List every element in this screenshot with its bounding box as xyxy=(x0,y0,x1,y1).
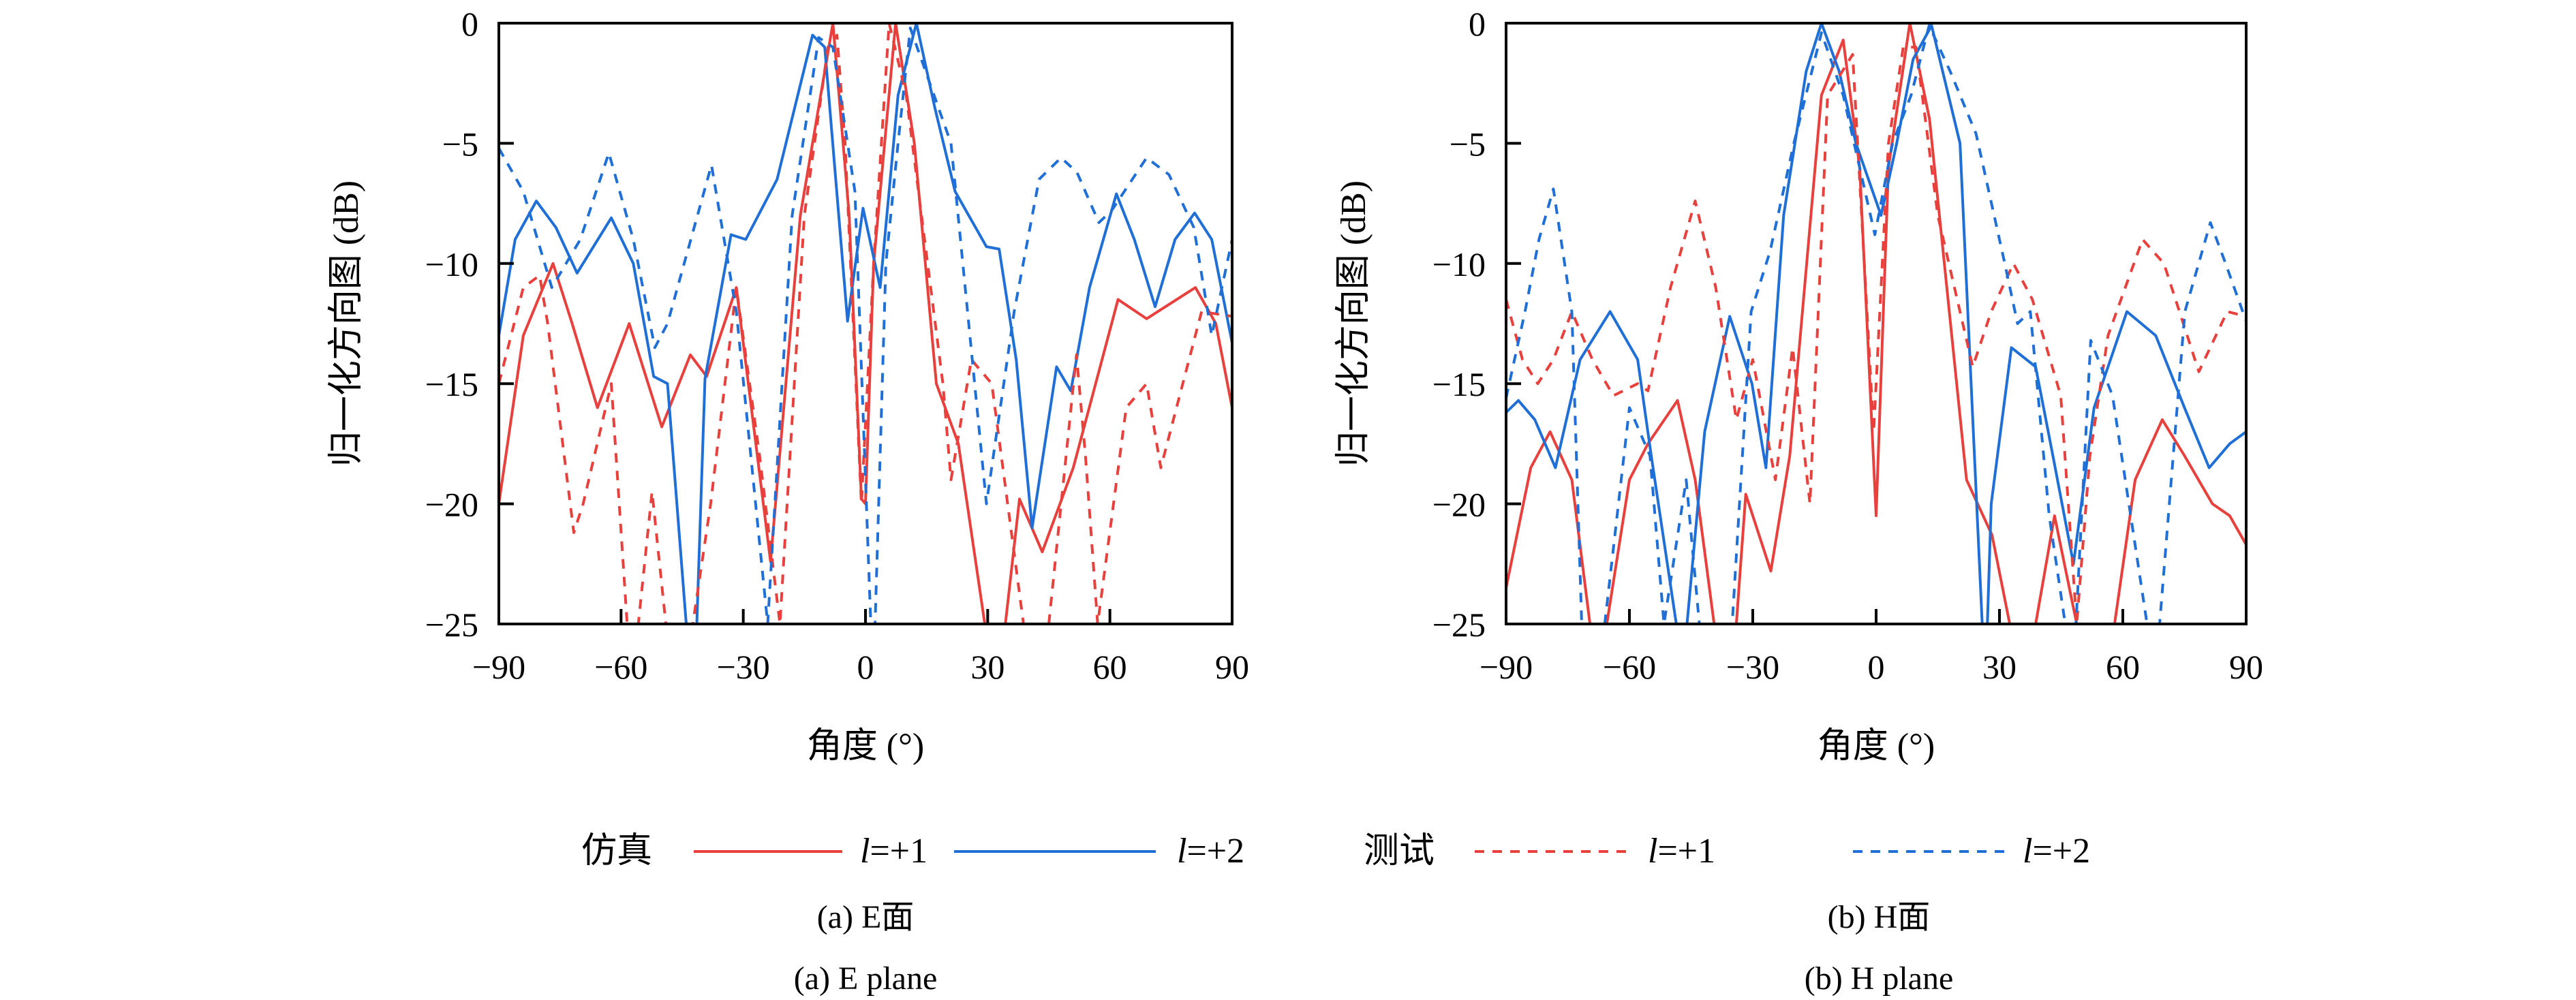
x-tick-label: 30 xyxy=(970,648,1005,686)
legend-sim-label: 仿真 xyxy=(581,832,652,871)
caption-b-en: (b) H plane xyxy=(1805,960,1954,997)
legend-sim-l2-label: l=+2 xyxy=(1177,832,1244,871)
y-axis-label: 归一化方向图 (dB) xyxy=(327,181,366,467)
y-tick-label: 0 xyxy=(461,5,478,43)
caption-a-cn: (a) E面 xyxy=(817,899,915,935)
x-tick-label: 0 xyxy=(857,648,874,686)
caption-a-en: (a) E plane xyxy=(794,960,938,997)
y-tick-label: −15 xyxy=(1432,365,1486,403)
series-line-simulated-l1 xyxy=(499,23,1232,624)
series-group xyxy=(1506,23,2246,624)
y-tick-label: −5 xyxy=(442,125,478,163)
x-tick-label: −90 xyxy=(1479,648,1533,686)
y-tick-label: −10 xyxy=(425,245,478,283)
x-tick-label: −30 xyxy=(1726,648,1779,686)
series-group xyxy=(499,23,1232,624)
legend-sim-l1-label: l=+1 xyxy=(860,832,927,871)
series-line-measured-l2 xyxy=(1506,24,2246,624)
series-line-simulated-l2 xyxy=(499,23,1232,624)
y-tick-label: −20 xyxy=(1432,486,1486,524)
series-line-simulated-l1 xyxy=(1506,23,2246,624)
x-tick-label: 90 xyxy=(2229,648,2263,686)
y-tick-label: −15 xyxy=(425,365,478,403)
plot-frame xyxy=(497,22,1233,625)
x-tick-label: 30 xyxy=(1982,648,2017,686)
y-tick-label: 0 xyxy=(1469,5,1486,43)
caption-b-cn: (b) H面 xyxy=(1828,899,1931,935)
e-plane-chart: 角度 (°) 归一化方向图 (dB) −90 −60 −30 0 30 60 90 0 −5 −1… xyxy=(327,5,1249,766)
series-line-measured-l1 xyxy=(1506,46,2246,624)
x-tick-label: −60 xyxy=(594,648,647,686)
x-axis-label: 角度 (°) xyxy=(1818,727,1935,766)
legend: 仿真 l=+1 l=+2 测试 l=+1 l=+2 xyxy=(581,832,2090,871)
legend-meas-label: 测试 xyxy=(1364,832,1435,871)
x-tick-label: 90 xyxy=(1215,648,1249,686)
series-line-simulated-l2 xyxy=(1506,23,2246,624)
y-tick-label: −20 xyxy=(425,486,478,524)
series-line-measured-l1 xyxy=(499,23,1232,624)
x-tick-label: 0 xyxy=(1868,648,1885,686)
x-tick-label: −90 xyxy=(472,648,525,686)
x-axis-label: 角度 (°) xyxy=(807,727,924,766)
y-axis-label: 归一化方向图 (dB) xyxy=(1334,181,1373,467)
h-plane-chart: 角度 (°) 归一化方向图 (dB) −90 −60 −30 0 30 60 90 0 −5 −1… xyxy=(1334,5,2263,766)
x-tick-label: −60 xyxy=(1603,648,1656,686)
x-tick-label: 60 xyxy=(2106,648,2140,686)
x-tick-label: −30 xyxy=(717,648,770,686)
legend-meas-l2-label: l=+2 xyxy=(2023,832,2090,871)
y-tick-label: −5 xyxy=(1450,125,1486,163)
y-tick-label: −25 xyxy=(425,606,478,644)
y-tick-label: −10 xyxy=(1432,245,1486,283)
legend-meas-l1-label: l=+1 xyxy=(1648,832,1715,871)
y-tick-label: −25 xyxy=(1432,606,1486,644)
x-tick-label: 60 xyxy=(1093,648,1127,686)
series-line-measured-l2 xyxy=(499,27,1232,624)
